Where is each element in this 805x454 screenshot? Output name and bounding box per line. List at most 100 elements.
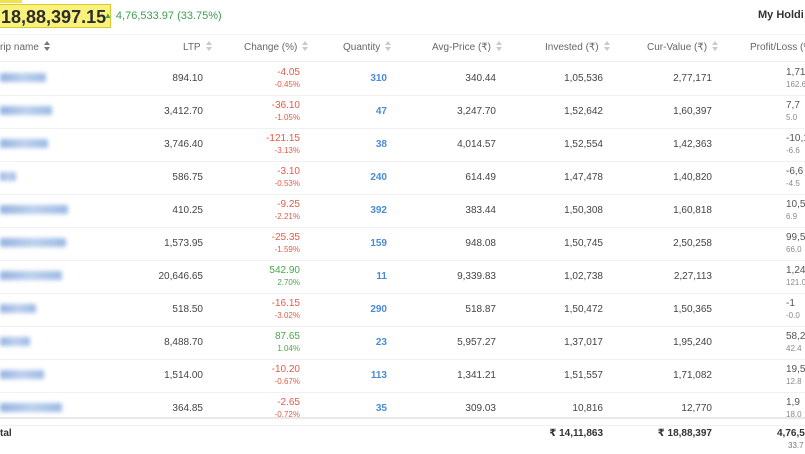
avg-price-value: 309.03 [465,403,496,414]
holdings-title[interactable]: My Holdings [758,9,803,21]
sort-icon[interactable] [43,41,51,52]
change-pct: -0.53% [274,179,300,188]
change-cell: -9.25 -2.21% [275,199,300,221]
table-row[interactable]: 518.50 -16.15 -3.02% 290 518.87 1,50,472 1,50,… [0,293,805,327]
quantity-value[interactable]: 47 [375,106,387,117]
change-abs: -4.05 [277,67,300,78]
table-row[interactable]: 3,412.70 -36.10 -1.05% 47 3,247.70 1,52,642 1,… [0,95,805,129]
profit-loss-abs: 1,9 [786,397,800,408]
sort-icon[interactable] [385,41,392,52]
scrip-name[interactable] [0,172,16,181]
change-cell: -16.15 -3.02% [272,298,300,320]
scrip-name[interactable] [0,337,30,346]
scrip-name[interactable] [0,238,66,247]
change-pct: -0.45% [274,80,300,89]
table-row[interactable]: 3,746.40 -121.15 -3.13% 38 4,014.57 1,52,554 1… [0,128,805,162]
profit-loss-cell: 10,5 6.9 [786,199,805,221]
table-row[interactable]: 364.85 -2.65 -0.72% 35 309.03 10,816 12,770 1,9… [0,392,805,426]
profit-loss-cell: -6,6 -4.5 [786,166,803,188]
table-row[interactable]: 894.10 -4.05 -0.45% 310 340.44 1,05,536 2,77,1… [0,62,805,96]
up-arrow-icon: ▲ [104,11,112,20]
scrip-name[interactable] [0,271,62,280]
cur-value-value: 1,60,818 [673,205,712,216]
table-row[interactable]: 20,646.65 542.90 2.70% 11 9,339.83 1,02,738 2,… [0,260,805,294]
scrip-name[interactable] [0,370,44,379]
change-abs: 542.90 [269,265,300,276]
invested-value: 10,816 [572,403,603,414]
profit-loss-abs: 99,5 [786,232,805,243]
total-row: tal ₹ 14,11,863 ₹ 18,88,397 4,76,5 33.7 [0,417,805,454]
quantity-value[interactable]: 159 [370,238,387,249]
quantity-value[interactable]: 113 [370,370,387,381]
col-scrip-name[interactable]: rip name [0,34,51,61]
profit-loss-cell: 99,5 66.0 [786,232,805,254]
col-cur-value-label: Cur-Value (₹) [647,42,708,53]
profit-loss-pct: -4.5 [786,179,800,188]
table-row[interactable]: 586.75 -3.10 -0.53% 240 614.49 1,47,478 1,40,8… [0,161,805,195]
invested-value: 1,52,554 [564,139,603,150]
quantity-value[interactable]: 310 [370,73,387,84]
profit-loss-pct: 66.0 [786,245,802,254]
quantity-value[interactable]: 38 [375,139,387,150]
change-cell: -2.65 -0.72% [275,397,300,419]
profit-loss-pct: -0.0 [786,311,800,320]
scrip-name[interactable] [0,73,46,82]
change-abs: -3.10 [277,166,300,177]
table-row[interactable]: 410.25 -9.25 -2.21% 392 383.44 1,50,308 1,60,8… [0,194,805,228]
sort-icon[interactable] [712,41,719,52]
profit-loss-abs: -6,6 [786,166,804,177]
cur-value-value: 1,60,397 [673,106,712,117]
ltp-value: 410.25 [172,205,203,216]
change-pct: -0.72% [274,410,300,419]
quantity-value[interactable]: 240 [370,172,387,183]
table-row[interactable]: 8,488.70 87.65 1.04% 23 5,957.27 1,37,017 1,95… [0,326,805,360]
sort-icon[interactable] [302,41,309,52]
col-cur-value[interactable]: Cur-Value (₹) [647,34,719,61]
profit-loss-pct: 6.9 [786,212,798,221]
invested-value: 1,50,472 [564,304,603,315]
invested-value: 1,05,536 [564,73,603,84]
table-row[interactable]: 1,573.95 -25.35 -1.59% 159 948.08 1,50,745 2,5… [0,227,805,261]
cur-value-value: 2,27,113 [673,271,712,282]
avg-price-value: 5,957.27 [457,337,496,348]
sort-icon[interactable] [603,41,611,52]
change-abs: -36.10 [271,100,300,111]
change-cell: -10.20 -0.67% [272,364,300,386]
quantity-value[interactable]: 35 [375,403,387,414]
col-profit-loss[interactable]: Profit/Loss (%) [750,34,805,61]
avg-price-value: 3,247.70 [457,106,496,117]
scrip-name[interactable] [0,139,48,148]
scrip-name[interactable] [0,304,36,313]
avg-price-value: 518.87 [465,304,496,315]
change-cell: -36.10 -1.05% [272,100,300,122]
avg-price-value: 340.44 [465,73,496,84]
scrip-name[interactable] [0,403,62,412]
col-avg-price[interactable]: Avg-Price (₹) [432,34,503,61]
change-pct: 2.70% [277,278,300,287]
quantity-value[interactable]: 11 [376,271,387,282]
col-ltp[interactable]: LTP [183,34,213,61]
profit-loss-pct: 162.6 [786,80,805,89]
change-abs: -9.25 [277,199,300,210]
accent-strip [0,0,22,3]
total-profit-loss: 4,76,5 [777,428,805,439]
change-cell: -25.35 -1.59% [272,232,300,254]
scrip-name[interactable] [0,106,52,115]
quantity-value[interactable]: 392 [370,205,387,216]
quantity-value[interactable]: 290 [370,304,387,315]
invested-value: 1,37,017 [564,337,603,348]
change-pct: -2.21% [274,212,300,221]
total-profit-loss-pct: 33.7 [788,441,804,450]
sort-icon[interactable] [205,41,213,52]
profit-loss-cell: 1,9 18.0 [786,397,802,419]
table-row[interactable]: 1,514.00 -10.20 -0.67% 113 1,341.21 1,51,557 1… [0,359,805,393]
profit-loss-cell: 7,7 5.0 [786,100,800,122]
col-invested[interactable]: Invested (₹) [545,34,611,61]
scrip-name[interactable] [0,205,68,214]
col-quantity-label: Quantity [343,42,381,53]
quantity-value[interactable]: 23 [375,337,387,348]
sort-icon[interactable] [495,41,503,52]
col-quantity[interactable]: Quantity [343,34,392,61]
col-change[interactable]: Change (%) [244,34,309,61]
summary-bar: 18,88,397.15 ▲ 4,76,533.97 (33.75%) My Ho… [0,0,805,35]
